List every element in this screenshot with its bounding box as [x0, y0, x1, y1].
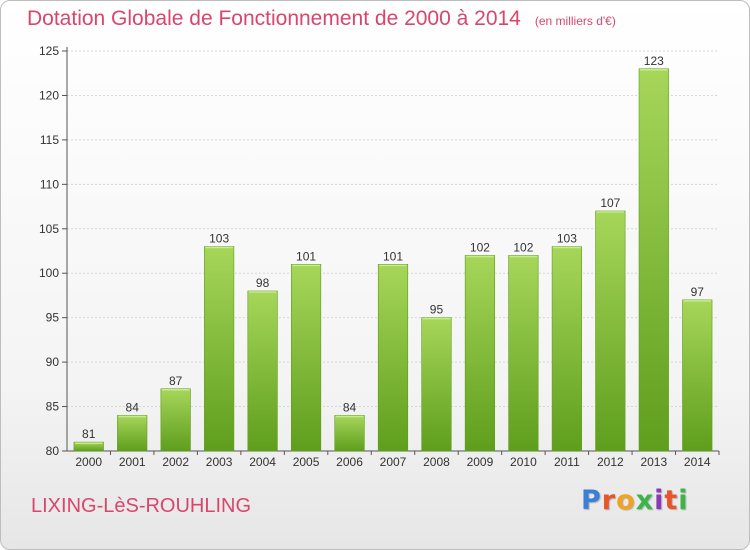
x-tick-label-2007: 2007 [380, 455, 407, 469]
x-tick-label-2014: 2014 [684, 455, 711, 469]
x-tick-label-2003: 2003 [206, 455, 233, 469]
commune-name: LIXING-LèS-ROUHLING [31, 495, 252, 517]
value-label-2013: 123 [644, 54, 664, 68]
logo-letter: i [654, 485, 665, 516]
bar-2002 [160, 388, 191, 452]
y-tick-label: 125 [39, 44, 59, 58]
value-label-2014: 97 [691, 285, 705, 299]
logo-letter: i [678, 485, 689, 516]
y-tick-label: 120 [39, 88, 59, 102]
bar-2012 [595, 210, 626, 452]
logo-letter: r [601, 485, 617, 516]
bar-2009 [464, 255, 496, 452]
bar-2003 [204, 246, 235, 452]
bars [73, 68, 713, 452]
x-tick-label-2010: 2010 [510, 455, 537, 469]
value-label-2001: 84 [126, 400, 140, 414]
value-label-2004: 98 [256, 276, 270, 290]
bar-2000 [73, 441, 104, 452]
bar-2006 [334, 415, 365, 452]
chart-title-text: Dotation Globale de Fonctionnement de 20… [27, 7, 521, 30]
x-tick-label-2009: 2009 [467, 455, 494, 469]
chart-title: Dotation Globale de Fonctionnement de 20… [27, 7, 616, 31]
bar-2010 [508, 255, 539, 452]
value-label-2002: 87 [169, 374, 183, 388]
chart-unit: (en milliers d'€) [534, 14, 616, 28]
x-tick-label-2006: 2006 [336, 455, 363, 469]
value-label-2006: 84 [343, 400, 357, 414]
value-label-2007: 101 [383, 249, 403, 263]
y-tick-label: 90 [46, 355, 60, 369]
x-tick-label-2008: 2008 [423, 455, 450, 469]
value-labels: 81 84 87 103 98 101 84 101 95 102 102 103 107 123 97 [82, 54, 704, 441]
bar-2008 [421, 317, 452, 452]
logo-letter: t [664, 485, 679, 516]
x-tick-label-2001: 2001 [119, 455, 146, 469]
logo-letter: o [616, 485, 636, 516]
value-label-2005: 101 [296, 249, 316, 263]
value-label-2003: 103 [209, 232, 229, 246]
x-tick-label-2000: 2000 [75, 455, 102, 469]
y-tick-label: 95 [46, 311, 60, 325]
x-tick-label-2004: 2004 [249, 455, 276, 469]
x-tick-label-2002: 2002 [162, 455, 189, 469]
value-label-2010: 102 [513, 240, 533, 254]
value-label-2008: 95 [430, 303, 444, 317]
y-tick-label: 115 [40, 133, 59, 147]
bar-2004 [247, 290, 278, 452]
y-tick-label: 110 [40, 177, 59, 191]
value-label-2009: 102 [470, 240, 490, 254]
x-tick-label-2005: 2005 [293, 455, 320, 469]
logo-letter: P [581, 485, 602, 516]
bar-2013 [638, 68, 669, 452]
x-tick-label-2013: 2013 [640, 455, 667, 469]
tick-labels: 80 85 90 95 100 105 110 115 120 125 2000 2001 2002 20… [39, 44, 711, 469]
x-tick-label-2011: 2011 [554, 455, 580, 469]
bar-2007 [377, 264, 409, 452]
bar-2001 [117, 415, 148, 452]
bar-2005 [290, 264, 322, 452]
bar-2011 [551, 246, 582, 452]
value-label-2000: 81 [82, 427, 96, 441]
logo-letter: x [635, 485, 655, 516]
y-tick-label: 80 [46, 444, 60, 458]
value-label-2012: 107 [600, 196, 620, 210]
value-label-2011: 103 [557, 232, 577, 246]
proxiti-logo[interactable]: Proxiti [581, 485, 689, 516]
y-tick-label: 105 [39, 222, 59, 236]
y-tick-label: 100 [39, 266, 59, 280]
y-tick-label: 85 [46, 400, 60, 414]
x-tick-label-2012: 2012 [597, 455, 624, 469]
bar-2014 [682, 299, 713, 452]
